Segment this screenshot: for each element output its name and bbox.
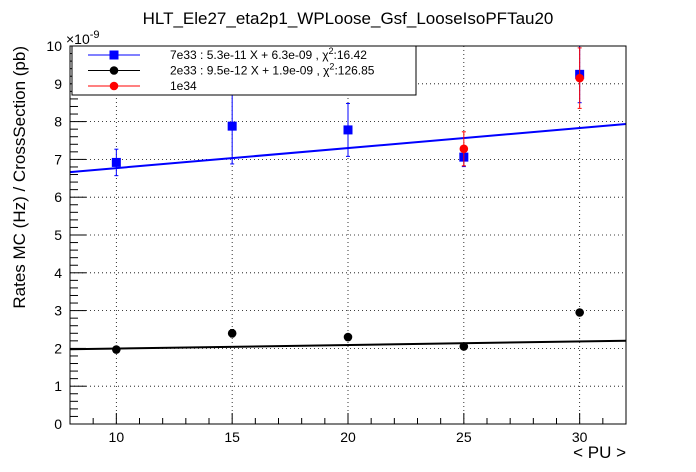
y-tick-label: 10 [46,38,62,54]
axis-ticks [69,45,627,425]
grid [70,45,626,425]
data-point [459,144,469,154]
y-tick-label: 5 [54,227,62,243]
legend-marker [109,66,119,75]
data-point [575,308,584,317]
x-tick-label: 20 [340,429,356,445]
legend-entry: 2e33 : 9.5e-12 X + 1.9e-09 , χ2:126.85 [170,62,375,78]
y-exponent-base: ×10 [66,31,90,47]
x-axis-title: < PU > [573,443,626,462]
data-point [111,157,121,167]
data-points [111,45,585,354]
data-point [227,328,237,338]
fit-lines [69,123,627,351]
y-tick-label: 7 [54,151,62,167]
y-tick-label: 2 [54,340,62,356]
legend-marker [109,50,119,60]
y-tick-label: 9 [54,76,62,92]
tick-labels: 10 15 20 25 30 0 1 2 3 4 5 6 7 8 9 10 [46,38,587,445]
data-point [343,332,353,342]
y-tick-label: 0 [54,416,62,432]
data-point [112,345,121,354]
fit-line [69,339,627,351]
y-tick-label: 6 [54,189,62,205]
data-point [227,121,237,131]
y-axis-exponent: ×10-9 [66,29,100,47]
y-tick-label: 4 [54,265,62,281]
legend-marker [109,81,119,91]
data-point [459,342,469,351]
y-exponent-power: -9 [90,29,100,41]
legend-entry: 1e34 [170,79,197,93]
x-tick-label: 15 [224,429,240,445]
chart-title: HLT_Ele27_eta2p1_WPLoose_Gsf_LooseIsoPFT… [143,9,554,28]
x-tick-label: 10 [109,429,125,445]
legend: 7e33 : 5.3e-11 X + 6.3e-09 , χ2:16.422e3… [71,45,417,96]
y-tick-label: 8 [54,114,62,130]
legend-entry: 7e33 : 5.3e-11 X + 6.3e-09 , χ2:16.42 [170,46,367,62]
y-tick-label: 3 [54,303,62,319]
x-tick-label: 25 [456,429,472,445]
y-axis-title: Rates MC (Hz) / CrossSection (pb) [10,46,29,309]
x-tick-label: 30 [572,429,588,445]
data-point [575,73,584,83]
data-point [343,125,353,135]
y-tick-label: 1 [54,378,62,394]
